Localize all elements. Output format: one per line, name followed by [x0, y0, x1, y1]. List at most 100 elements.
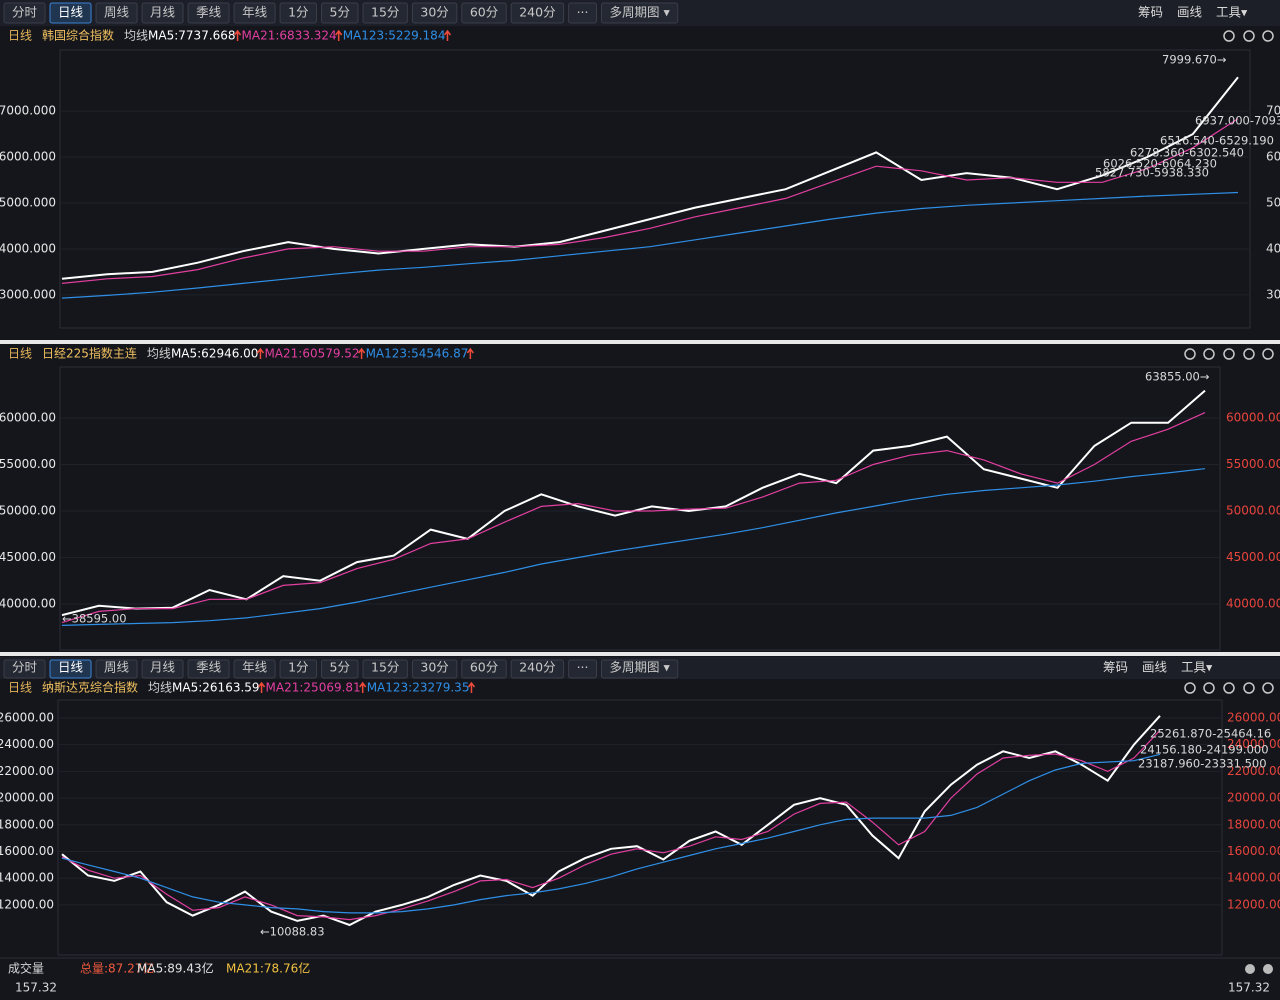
toolbar-tool[interactable]: 工具▾: [1181, 660, 1213, 675]
toolbar-button[interactable]: [510, 659, 565, 679]
toolbar-label[interactable]: 季线: [196, 660, 222, 675]
volume-scale: 157.32: [15, 981, 57, 995]
toolbar-label[interactable]: 年线: [242, 660, 268, 675]
ma-line: [61, 468, 1206, 626]
toolbar-label[interactable]: 1分: [288, 660, 308, 675]
up-arrow: [256, 347, 265, 359]
panel-icon[interactable]: [1243, 348, 1255, 360]
toolbar-button[interactable]: [141, 659, 184, 679]
panel-icon[interactable]: [1203, 348, 1215, 360]
toolbar-button[interactable]: [411, 659, 458, 679]
y-tick-label-right: 24000.00: [1227, 737, 1280, 751]
toolbar-button[interactable]: [321, 659, 359, 679]
y-tick-label: 6000.000: [0, 150, 56, 164]
toolbar-button[interactable]: [233, 2, 276, 24]
toolbar-button[interactable]: [362, 659, 408, 679]
instrument-title: 纳斯达克综合指数: [42, 680, 138, 695]
toolbar-button[interactable]: [187, 2, 230, 24]
toolbar-label[interactable]: 分时: [12, 5, 38, 20]
toolbar-button[interactable]: [187, 659, 230, 679]
panel-icon[interactable]: [1203, 682, 1215, 694]
y-tick-label-right: 45000.00: [1226, 550, 1280, 564]
toolbar-label[interactable]: 月线: [150, 5, 176, 20]
y-tick-label: 24000.00: [0, 737, 54, 751]
toolbar-label[interactable]: 5分: [330, 5, 350, 20]
panel-icon[interactable]: [1262, 30, 1274, 42]
toolbar-button[interactable]: [279, 2, 318, 24]
toolbar-button[interactable]: [510, 2, 565, 24]
y-tick-label: 18000.00: [0, 817, 54, 831]
toolbar-button[interactable]: [601, 2, 679, 24]
y-tick-label-right: 60000.00: [1226, 411, 1280, 425]
toolbar-tool[interactable]: 画线: [1142, 660, 1168, 675]
toolbar-button[interactable]: [601, 659, 679, 679]
toolbar-label[interactable]: 1分: [288, 5, 308, 20]
toolbar-label[interactable]: ···: [577, 660, 589, 675]
toolbar-label[interactable]: 30分: [420, 660, 448, 675]
panel-icon[interactable]: [1262, 682, 1274, 694]
toolbar-label[interactable]: 240分: [519, 5, 555, 20]
toolbar-button[interactable]: [49, 659, 92, 679]
toolbar-button[interactable]: [568, 2, 597, 24]
toolbar-button[interactable]: [279, 659, 318, 679]
toolbar-label[interactable]: 年线: [242, 5, 268, 20]
toolbar-label[interactable]: 多周期图 ▾: [610, 660, 671, 675]
toolbar-button[interactable]: [321, 2, 359, 24]
toolbar-button[interactable]: [362, 2, 408, 24]
period-label: 日线: [8, 347, 32, 361]
toolbar-label[interactable]: 60分: [470, 660, 498, 675]
y-tick-label: 40000.00: [0, 596, 56, 610]
toolbar-label[interactable]: 周线: [104, 5, 130, 20]
toolbar-label[interactable]: 240分: [519, 660, 555, 675]
toolbar-button[interactable]: [461, 659, 507, 679]
toolbar-button[interactable]: [95, 659, 138, 679]
panel-icon[interactable]: [1243, 682, 1255, 694]
divider: [0, 652, 1280, 656]
toolbar-label[interactable]: 季线: [196, 5, 222, 20]
toolbar-label[interactable]: 日线: [58, 5, 84, 20]
up-arrow: [359, 681, 367, 693]
close-icons[interactable]: [1245, 964, 1273, 974]
ma-legend: MA123:54546.87: [366, 347, 469, 361]
panel-icon[interactable]: [1243, 30, 1255, 42]
toolbar-tool[interactable]: 画线: [1177, 5, 1203, 20]
toolbar-button[interactable]: [568, 659, 597, 679]
toolbar-label[interactable]: 周线: [104, 660, 130, 675]
toolbar-button[interactable]: [3, 659, 46, 679]
toolbar-button[interactable]: [49, 2, 92, 24]
toolbar-button[interactable]: [461, 2, 507, 24]
toolbar-tool[interactable]: 工具▾: [1216, 5, 1248, 20]
toolbar-label[interactable]: 分时: [12, 660, 38, 675]
toolbar-button[interactable]: [141, 2, 184, 24]
toolbar-label[interactable]: 15分: [371, 660, 399, 675]
ma-legend: MA5:7737.668: [148, 29, 236, 43]
toolbar-label[interactable]: 月线: [150, 660, 176, 675]
panel-icon[interactable]: [1223, 682, 1235, 694]
toolbar-label[interactable]: ···: [577, 5, 589, 20]
toolbar-tool[interactable]: 筹码: [1138, 5, 1163, 20]
toolbar-tool[interactable]: 筹码: [1103, 660, 1128, 675]
toolbar-button[interactable]: [3, 2, 46, 24]
y-tick-label: 14000.00: [0, 871, 54, 885]
toolbar-label[interactable]: 60分: [470, 5, 498, 20]
y-tick-label-right: 14000.00: [1227, 871, 1280, 885]
toolbar-label[interactable]: 5分: [330, 660, 350, 675]
ma-label: 均线: [148, 681, 172, 695]
panel-icon[interactable]: [1223, 30, 1235, 42]
panel-icon[interactable]: [1184, 348, 1196, 360]
panel-icon[interactable]: [1184, 682, 1196, 694]
toolbar-label[interactable]: 日线: [58, 660, 84, 675]
toolbar-label[interactable]: 30分: [420, 5, 448, 20]
panel-icon[interactable]: [1223, 348, 1235, 360]
ma-legend: MA21:6833.324: [242, 29, 337, 43]
y-tick-label-right: 40000.00: [1226, 596, 1280, 610]
ma-line: [61, 753, 1161, 914]
y-tick-label: 3000.000: [0, 287, 56, 301]
toolbar-label[interactable]: 15分: [371, 5, 399, 20]
toolbar-button[interactable]: [411, 2, 458, 24]
ma-line: [61, 729, 1161, 921]
panel-icon[interactable]: [1262, 348, 1274, 360]
toolbar-button[interactable]: [95, 2, 138, 24]
toolbar-button[interactable]: [233, 659, 276, 679]
toolbar-label[interactable]: 多周期图 ▾: [610, 5, 671, 20]
